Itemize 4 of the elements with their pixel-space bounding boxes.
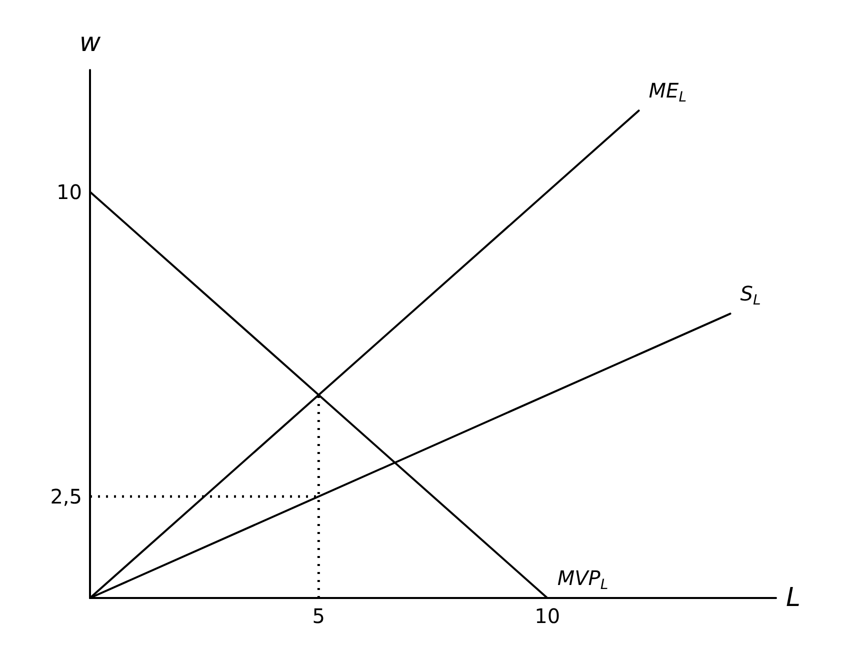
y-axis-title: w bbox=[79, 28, 102, 58]
x-tick-label: 5 bbox=[312, 604, 326, 628]
y-tick-label: 2,5 bbox=[50, 484, 82, 508]
x-axis-title: L bbox=[786, 583, 800, 613]
